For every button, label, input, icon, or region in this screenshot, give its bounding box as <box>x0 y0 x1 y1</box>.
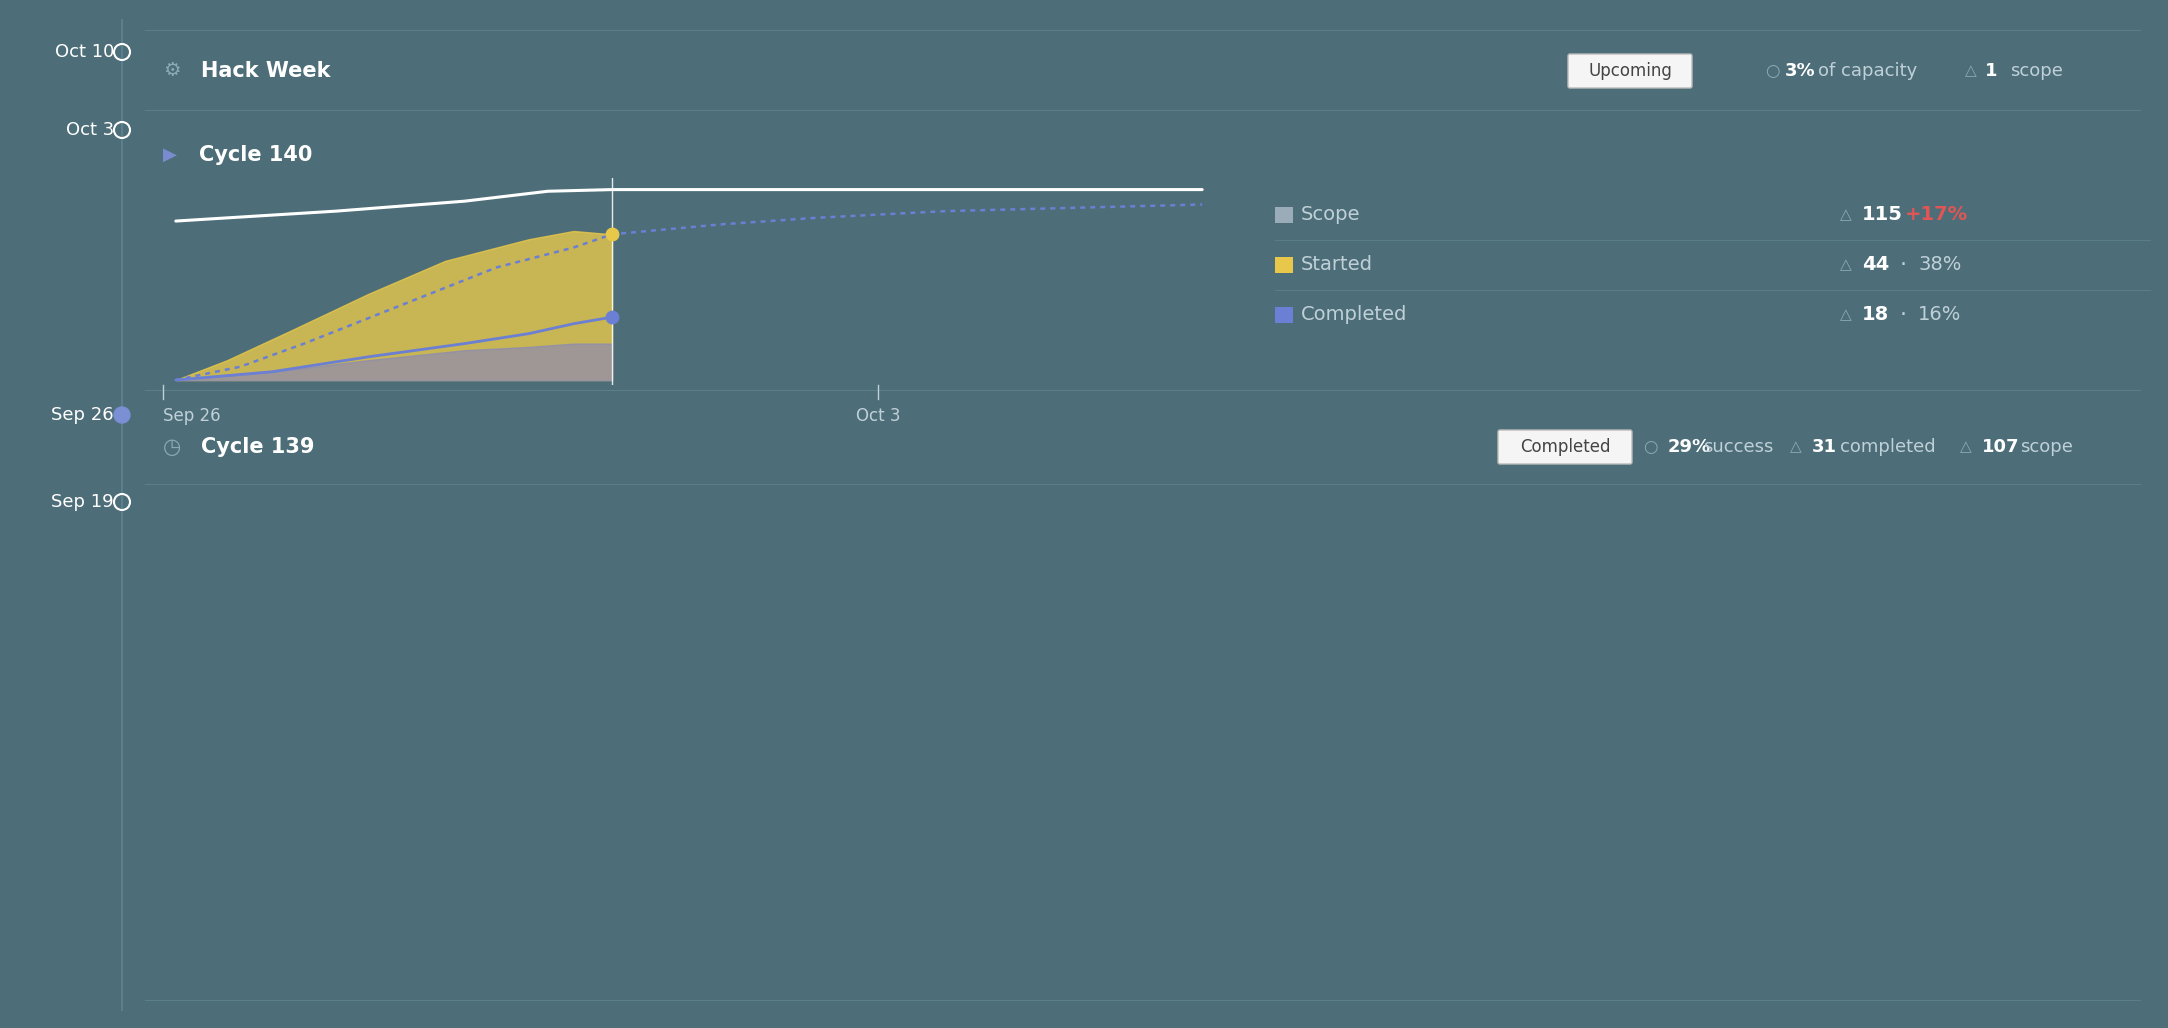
Text: of capacity: of capacity <box>1819 62 1917 80</box>
Text: Oct 10: Oct 10 <box>54 43 115 61</box>
Text: 44: 44 <box>1862 256 1888 274</box>
Text: Cycle 140: Cycle 140 <box>199 145 312 166</box>
Text: △: △ <box>1964 64 1977 78</box>
Text: scope: scope <box>2010 62 2064 80</box>
Text: Completed: Completed <box>1301 305 1407 325</box>
Circle shape <box>117 410 128 420</box>
Text: 107: 107 <box>1982 438 2021 456</box>
Text: completed: completed <box>1841 438 1936 456</box>
Text: Sep 19: Sep 19 <box>52 493 115 511</box>
Text: △: △ <box>1791 440 1802 454</box>
Text: ·: · <box>1899 255 1908 276</box>
Text: 18: 18 <box>1862 305 1888 325</box>
Text: ⚙: ⚙ <box>163 62 180 80</box>
Text: Cycle 139: Cycle 139 <box>202 437 314 457</box>
Text: 115: 115 <box>1862 206 1904 224</box>
Text: 3%: 3% <box>1784 62 1815 80</box>
Text: Completed: Completed <box>1520 438 1611 456</box>
Text: 38%: 38% <box>1919 256 1962 274</box>
Text: ▶: ▶ <box>163 146 178 164</box>
Text: Upcoming: Upcoming <box>1589 62 1672 80</box>
Text: △: △ <box>1841 208 1851 222</box>
Text: Sep 26: Sep 26 <box>52 406 115 424</box>
Text: Scope: Scope <box>1301 206 1362 224</box>
Text: 1: 1 <box>1986 62 1997 80</box>
FancyBboxPatch shape <box>1275 257 1292 273</box>
Text: +17%: +17% <box>1906 206 1969 224</box>
Text: ○: ○ <box>1765 62 1780 80</box>
FancyBboxPatch shape <box>1498 430 1633 464</box>
Text: 29%: 29% <box>1667 438 1711 456</box>
Text: ·: · <box>1899 305 1908 325</box>
Text: Oct 3: Oct 3 <box>856 407 900 425</box>
Text: △: △ <box>1960 440 1971 454</box>
FancyBboxPatch shape <box>1567 54 1691 88</box>
Text: Hack Week: Hack Week <box>202 61 330 81</box>
FancyBboxPatch shape <box>1275 307 1292 323</box>
Text: 16%: 16% <box>1919 305 1962 325</box>
Circle shape <box>115 407 130 423</box>
Text: △: △ <box>1841 307 1851 323</box>
Text: ◷: ◷ <box>163 437 182 457</box>
Text: △: △ <box>1841 257 1851 272</box>
FancyBboxPatch shape <box>1275 207 1292 223</box>
Text: 31: 31 <box>1812 438 1836 456</box>
Text: success: success <box>1704 438 1773 456</box>
Text: scope: scope <box>2021 438 2073 456</box>
Text: Started: Started <box>1301 256 1372 274</box>
Text: Sep 26: Sep 26 <box>163 407 221 425</box>
Text: ○: ○ <box>1643 438 1659 456</box>
Text: Oct 3: Oct 3 <box>65 121 115 139</box>
